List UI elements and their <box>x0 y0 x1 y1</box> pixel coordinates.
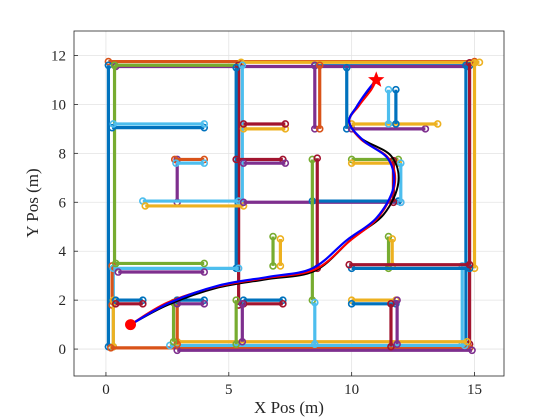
y-tick-label: 10 <box>51 97 66 113</box>
wall-endpoint <box>239 198 248 207</box>
trajectories <box>129 79 400 326</box>
y-axis-label: Y Pos (m) <box>23 168 42 237</box>
x-axis-label: X Pos (m) <box>254 398 324 417</box>
wall-endpoint <box>308 155 317 164</box>
wall-endpoint <box>468 346 476 355</box>
wall-endpoint <box>234 197 243 205</box>
x-tick-label: 15 <box>467 382 482 398</box>
wall-endpoint <box>315 61 324 70</box>
wall-endpoint <box>465 260 474 269</box>
wall-endpoint <box>393 296 401 304</box>
wall-endpoint <box>384 120 393 128</box>
wall-endpoint <box>310 125 319 133</box>
wall-endpoint <box>200 300 209 308</box>
wall-endpoint <box>315 125 324 133</box>
wall-endpoint <box>279 300 287 308</box>
wall-endpoint <box>238 337 247 346</box>
wall-endpoint <box>276 262 285 270</box>
wall-endpoint <box>313 154 322 163</box>
wall-endpoint <box>384 85 393 94</box>
wall-endpoint <box>111 259 120 268</box>
y-tick-label: 8 <box>59 146 67 162</box>
wall-endpoint <box>169 337 178 346</box>
wall-endpoint <box>139 300 147 308</box>
wall-endpoint <box>108 123 116 132</box>
wall-endpoint <box>342 63 351 72</box>
wall-endpoint <box>172 159 180 167</box>
wall-endpoint <box>141 202 150 210</box>
wall-endpoint <box>393 340 401 348</box>
markers <box>125 71 385 331</box>
wall-endpoint <box>239 125 248 133</box>
wall-endpoint <box>345 260 354 269</box>
wall-endpoint <box>104 57 113 66</box>
wall-endpoint <box>269 232 277 241</box>
wall-endpoint <box>465 59 474 67</box>
wall-endpoint <box>239 159 248 167</box>
wall-endpoint <box>109 120 118 128</box>
wall-endpoint <box>232 340 240 348</box>
y-tick-label: 2 <box>59 293 67 309</box>
wall-endpoint <box>470 264 479 273</box>
wall-endpoint <box>110 61 119 70</box>
wall-endpoint <box>310 340 319 348</box>
wall-endpoint <box>239 120 248 128</box>
wall-endpoint <box>281 159 290 167</box>
wall-endpoint <box>392 85 400 94</box>
wall-endpoint <box>232 296 240 304</box>
wall-endpoint <box>347 159 356 167</box>
wall-endpoint <box>200 120 209 128</box>
x-tick-label: 5 <box>225 382 233 398</box>
wall-endpoint <box>396 198 405 207</box>
x-tick-label: 10 <box>344 382 359 398</box>
wall-endpoint <box>170 155 179 164</box>
plot-frame <box>73 30 505 377</box>
wall-endpoint <box>200 159 209 167</box>
wall-endpoint <box>232 155 240 164</box>
wall-endpoint <box>276 235 285 243</box>
wall-endpoint <box>392 120 400 128</box>
wall-endpoint <box>396 159 405 167</box>
x-tick-label: 0 <box>102 382 110 398</box>
wall-endpoint <box>475 58 484 67</box>
wall-endpoint <box>433 120 442 128</box>
axis-ticks: 0 5 10 15 0 2 4 6 8 10 12 <box>51 48 482 398</box>
wall-endpoint <box>387 342 395 351</box>
y-tick-label: 12 <box>51 48 66 64</box>
maze-walls <box>104 57 484 355</box>
y-tick-label: 6 <box>59 195 67 211</box>
wall-endpoint <box>238 61 247 70</box>
trajectory-actual <box>129 79 396 326</box>
wall-endpoint <box>463 337 471 346</box>
wall-endpoint <box>281 125 290 133</box>
wall-endpoint <box>347 300 356 308</box>
wall-endpoint <box>388 235 397 243</box>
wall-endpoint <box>421 125 430 133</box>
wall-endpoint <box>234 264 243 273</box>
wall-endpoint <box>107 344 115 352</box>
y-tick-label: 0 <box>59 342 67 358</box>
wall-endpoint <box>232 63 240 72</box>
wall-endpoint <box>342 125 351 133</box>
wall-endpoint <box>200 268 209 276</box>
wall-endpoint <box>111 300 120 308</box>
wall-endpoint <box>200 259 209 268</box>
wall-endpoint <box>310 61 319 70</box>
wall-endpoint <box>114 268 123 276</box>
wall-endpoint <box>269 262 277 270</box>
goal-star-marker <box>368 71 385 87</box>
wall-endpoint <box>281 120 290 128</box>
wall-endpoint <box>238 300 247 308</box>
wall-endpoint <box>387 300 395 308</box>
start-marker <box>125 319 137 331</box>
wall-endpoint <box>310 298 319 307</box>
wall-endpoint <box>470 59 479 67</box>
y-tick-label: 4 <box>59 244 67 260</box>
